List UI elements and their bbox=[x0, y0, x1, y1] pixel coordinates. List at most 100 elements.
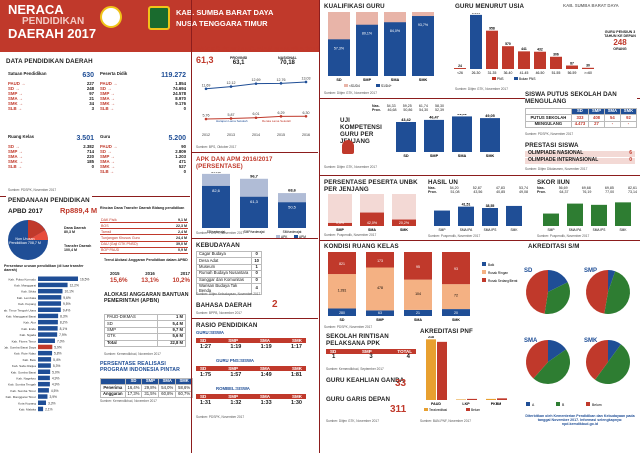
rincian-label: DAU (Gaji GTK PNSD) bbox=[101, 242, 138, 246]
budaya-value: 10 bbox=[251, 257, 262, 265]
stat-label: SLB → bbox=[100, 168, 115, 174]
legend-swatch bbox=[482, 278, 486, 282]
legend-swatch bbox=[492, 77, 496, 80]
bahasa-title: BAHASA DAERAH bbox=[196, 302, 252, 309]
legend-label: Rusak Ringan bbox=[488, 271, 508, 275]
province-bar bbox=[38, 344, 53, 350]
uji-value: 46,47 bbox=[429, 116, 439, 120]
pnf-t-bar bbox=[426, 339, 436, 400]
stat-value: 527 bbox=[178, 163, 186, 169]
prov-value: 76,19 bbox=[582, 190, 592, 195]
pnf-b-bar bbox=[497, 398, 507, 400]
rasio-value: 1:17 bbox=[290, 344, 302, 351]
uji-bar bbox=[452, 116, 472, 152]
berat-label: 95 bbox=[416, 265, 420, 269]
province-label: Kab. Flores Timur bbox=[12, 339, 36, 343]
province-bar bbox=[38, 288, 63, 294]
province-label: Kab. Sabu Raijua bbox=[12, 364, 36, 368]
province-bar bbox=[38, 307, 61, 312]
age-value: 30 bbox=[586, 64, 590, 68]
hls-point bbox=[204, 87, 208, 91]
rincian-label: Tamsil bbox=[101, 229, 112, 234]
budaya-label: Sanggar dan Komunitas bbox=[195, 276, 253, 284]
unbk-value: 20,2% bbox=[399, 221, 410, 225]
rls-label: 5,76 bbox=[203, 114, 210, 118]
age-value: 1.353 bbox=[472, 13, 481, 15]
ipm-title: INDEKS PEMBANGUNAN MANUSIA 2016 bbox=[196, 46, 320, 53]
kondisi-cat: SMK bbox=[452, 318, 460, 322]
stat-row: SMK → 34 bbox=[8, 100, 94, 107]
legend-swatch bbox=[376, 84, 380, 87]
rls-label: 6,29 bbox=[278, 111, 285, 115]
ringan-label: 478 bbox=[377, 286, 383, 290]
rls-point bbox=[204, 117, 208, 121]
source-note: Sumber: BAN-PNF, November 2017 bbox=[420, 419, 472, 423]
section-pendanaan: PENDANAAN PENDIDIKAN bbox=[6, 196, 92, 206]
rasio-value: 1:31 bbox=[200, 400, 212, 407]
rls-point bbox=[229, 117, 233, 120]
rasio-header: SD SMP SMA SMK bbox=[196, 394, 306, 400]
ipm-prov: PROVINSI 63,1 bbox=[230, 56, 248, 67]
stat-label: SMP → bbox=[8, 90, 23, 96]
stat-value: 24.578 bbox=[172, 90, 186, 96]
rombel-table: SD SMP SMA SMK 1:31 1:32 1:33 1:30 bbox=[196, 394, 306, 407]
province-label: Kab. Pulau Komodo bbox=[8, 277, 36, 281]
rintisan-header-cell: SMP bbox=[361, 349, 372, 354]
province-value: 9,5% bbox=[63, 302, 71, 306]
rintisan-value: 4 bbox=[406, 354, 410, 361]
age-bar bbox=[486, 30, 498, 69]
legend-label: Rusak Sedang/Berat bbox=[488, 279, 518, 283]
kondisi-cat: SMA bbox=[414, 318, 422, 322]
rincian-row: DAU (Gaji GTK PNSD) 39,0 M bbox=[100, 242, 188, 248]
uji-bar-chart: 43,42 SD 46,47 SMP 51,51 SMA 49,05 SMK bbox=[396, 114, 500, 158]
stat-row: SD → 248 bbox=[8, 86, 94, 92]
berat-label: 93 bbox=[454, 267, 458, 271]
province-bar bbox=[38, 350, 53, 356]
alokasi-row: GTK 5,6 M bbox=[103, 333, 186, 341]
rasio-row: 1:31 1:32 1:33 1:30 bbox=[196, 399, 306, 407]
legend-swatch bbox=[466, 408, 470, 411]
stat-value: 3 bbox=[91, 105, 94, 111]
ringan-bar bbox=[328, 274, 356, 309]
stat-value: 0 bbox=[183, 105, 186, 111]
age-cat: 46-50 bbox=[536, 71, 545, 75]
nas-value: 69,85 bbox=[604, 186, 614, 190]
stat-row: SMP → 97 bbox=[8, 90, 94, 97]
pnf-t-bar bbox=[456, 399, 466, 400]
pip-row: Penerima 16,4% 29,8% 54,0% 58,6% bbox=[100, 384, 194, 392]
apm-label: 50,5 bbox=[288, 204, 297, 209]
rincian-value: 22,3 M bbox=[176, 223, 187, 228]
source-note: Sumber: PDSPK, November 2017 bbox=[196, 415, 245, 419]
rasio-header: SD SMP SMA SMK bbox=[196, 366, 306, 372]
rasio-header-cell: SMK bbox=[291, 366, 302, 371]
province-value: 2,1% bbox=[45, 408, 53, 412]
source-note: Sumber: PDSPK, November 2017 bbox=[525, 132, 574, 136]
rintisan-header: SD SMP TOTAL bbox=[326, 349, 416, 355]
prestasi-value: 0 bbox=[629, 156, 632, 163]
s1-bar bbox=[384, 22, 406, 77]
rintisan-value: 1 bbox=[332, 354, 336, 361]
unbk-bar bbox=[392, 219, 416, 226]
budaya-label: Desa Adat bbox=[195, 257, 253, 265]
prov-value: 49,08 bbox=[518, 190, 528, 195]
score-cat: SMP bbox=[548, 228, 555, 232]
akreditasi-slice bbox=[608, 270, 616, 292]
region-logo bbox=[148, 6, 170, 30]
stat-label: SMK → bbox=[8, 100, 24, 106]
unbk-value: 9,5% bbox=[336, 221, 345, 225]
province-value: 5,9% bbox=[54, 346, 62, 350]
baik-label: 280 bbox=[339, 311, 345, 315]
pnf-t-bar bbox=[486, 398, 496, 400]
stat-row: SMK → 185 bbox=[8, 159, 94, 165]
budaya-label: Museum bbox=[195, 263, 253, 272]
source-note: Sumber: Ditjen Kebudayaan, November 2017 bbox=[196, 292, 261, 296]
legend-swatch bbox=[556, 402, 560, 406]
stat-row: SMK → 527 bbox=[100, 163, 186, 170]
unbk-title: PERSENTASE PESERTA UNBK PER JENJANG bbox=[324, 179, 418, 194]
stat-value: 0 bbox=[183, 168, 186, 174]
divider bbox=[320, 240, 640, 241]
rintisan-header-cell: SD bbox=[330, 349, 337, 354]
apbd-label: APBD 2017 bbox=[8, 208, 43, 215]
rincian-label: Tunjangan Khusus Guru bbox=[101, 235, 140, 240]
stat-value: 9.176 bbox=[175, 100, 186, 106]
